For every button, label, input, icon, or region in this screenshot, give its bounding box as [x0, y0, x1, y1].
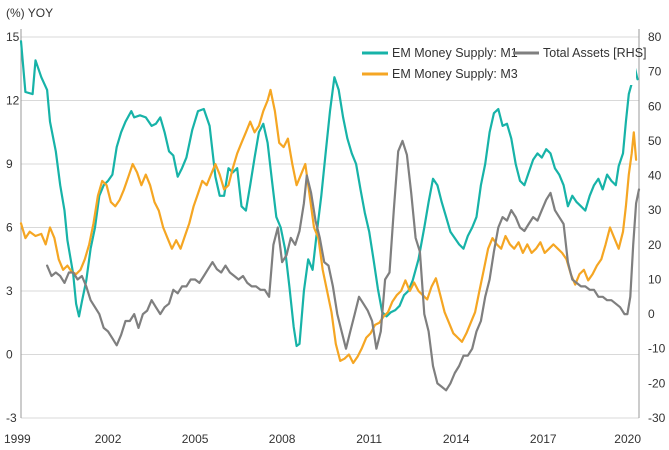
series-line	[46, 139, 641, 392]
y-right-tick-label: 30	[648, 203, 662, 217]
y-right-tick-label: -10	[648, 342, 666, 356]
y-right-tick-label: -20	[648, 376, 666, 390]
legend-background	[356, 40, 636, 85]
x-tick-label: 2017	[530, 432, 557, 446]
y-left-tick-label: 9	[6, 157, 13, 171]
legend-label: EM Money Supply: M3	[392, 67, 518, 81]
x-tick-label: 2008	[269, 432, 296, 446]
y-left-tick-label: -3	[6, 411, 17, 425]
x-tick-label: 2002	[95, 432, 122, 446]
y-right-tick-label: -30	[648, 411, 666, 425]
y-left-tick-label: 12	[6, 94, 20, 108]
y-right-tick-label: 50	[648, 134, 662, 148]
axes: 15129630-380706050403020100-10-20-30(%) …	[4, 6, 666, 446]
legend-label: Total Assets [RHS]	[543, 46, 647, 60]
y-right-tick-label: 20	[648, 238, 662, 252]
x-tick-label: 2014	[443, 432, 470, 446]
y-left-tick-label: 3	[6, 284, 13, 298]
x-tick-label: 2011	[356, 432, 382, 446]
legend: EM Money Supply: M1 Total Assets [RHS] EM …	[356, 40, 647, 85]
x-tick-label: 1999	[4, 432, 31, 446]
y-unit-label: (%) YOY	[6, 6, 53, 20]
series-line	[19, 88, 638, 365]
y-right-tick-label: 70	[648, 65, 662, 79]
y-left-tick-label: 6	[6, 221, 13, 235]
y-right-tick-label: 60	[648, 99, 662, 113]
x-tick-label: 2005	[182, 432, 209, 446]
y-right-tick-label: 10	[648, 272, 662, 286]
gridlines	[21, 36, 639, 419]
y-left-tick-label: 15	[6, 30, 20, 44]
x-tick-label: 2020	[614, 432, 641, 446]
legend-label: EM Money Supply: M1	[392, 46, 518, 60]
y-left-tick-label: 0	[6, 348, 13, 362]
series-layer	[19, 40, 641, 392]
y-right-tick-label: 80	[648, 30, 662, 44]
y-right-tick-label: 0	[648, 307, 655, 321]
series-line	[19, 40, 639, 348]
y-right-tick-label: 40	[648, 169, 662, 183]
